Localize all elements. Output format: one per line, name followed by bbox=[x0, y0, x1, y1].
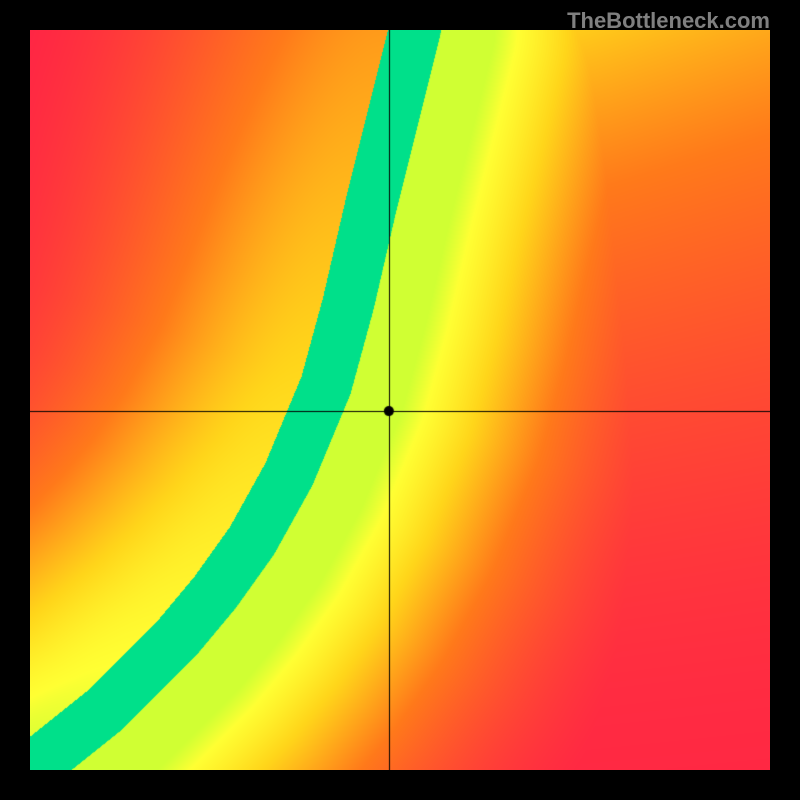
watermark-text: TheBottleneck.com bbox=[567, 8, 770, 34]
heatmap-canvas bbox=[30, 30, 770, 770]
heatmap-plot bbox=[30, 30, 770, 770]
